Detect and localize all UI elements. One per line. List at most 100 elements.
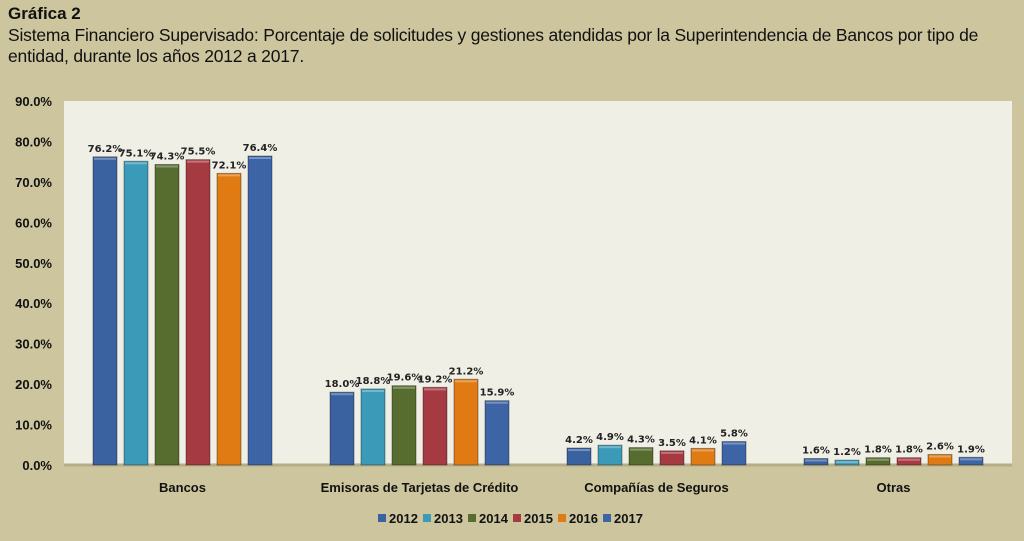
data-label: 72.1% — [212, 160, 247, 171]
bar-highlight — [929, 455, 951, 458]
bar-highlight — [424, 388, 446, 391]
chart-title: Gráfica 2 — [8, 4, 81, 23]
data-label: 1.9% — [957, 444, 985, 455]
bar-2016 — [690, 447, 716, 466]
legend-swatch-2014 — [468, 514, 476, 522]
bar-2012 — [803, 458, 829, 466]
bar-2015 — [185, 159, 211, 466]
x-category-label: Bancos — [159, 480, 206, 495]
bar-2016 — [216, 172, 242, 466]
legend-swatch-2017 — [603, 514, 611, 522]
legend-label: 2012 — [389, 511, 418, 526]
y-tick-label: 40.0% — [15, 296, 52, 311]
bar-highlight — [692, 449, 714, 452]
bar-highlight — [218, 174, 240, 177]
bar-highlight — [393, 386, 415, 389]
legend-swatch-2015 — [513, 514, 521, 522]
y-tick-label: 50.0% — [15, 256, 52, 271]
bar-highlight — [125, 162, 147, 165]
bar-2016 — [927, 453, 953, 466]
data-label: 1.6% — [802, 446, 830, 457]
data-label: 19.2% — [418, 374, 453, 385]
bar-highlight — [94, 157, 116, 160]
y-tick-label: 60.0% — [15, 215, 52, 230]
data-label: 74.3% — [150, 151, 185, 162]
y-tick-label: 30.0% — [15, 337, 52, 352]
bar-highlight — [249, 157, 271, 160]
bar-highlight — [568, 449, 590, 452]
data-label: 1.2% — [833, 447, 861, 458]
bar-highlight — [187, 160, 209, 163]
legend-label: 2014 — [479, 511, 509, 526]
y-tick-label: 80.0% — [15, 134, 52, 149]
bar-highlight — [661, 451, 683, 454]
legend-label: 2016 — [569, 511, 598, 526]
bar-highlight — [362, 389, 384, 392]
x-category-label: Compañías de Seguros — [584, 480, 728, 495]
bar-2014 — [865, 457, 891, 466]
bar-2012 — [92, 156, 118, 466]
bar-2014 — [154, 163, 180, 466]
y-tick-label: 70.0% — [15, 175, 52, 190]
data-label: 76.4% — [243, 143, 278, 154]
data-label: 19.6% — [387, 373, 422, 384]
data-label: 4.2% — [565, 435, 593, 446]
data-label: 5.8% — [720, 429, 748, 440]
bar-2013 — [360, 388, 386, 466]
data-label: 75.5% — [181, 147, 216, 158]
y-tick-label: 0.0% — [22, 458, 52, 473]
y-tick-label: 90.0% — [15, 94, 52, 109]
bar-2012 — [566, 447, 592, 466]
bar-2013 — [123, 160, 149, 466]
data-label: 4.1% — [689, 435, 717, 446]
data-label: 4.3% — [627, 435, 655, 446]
bar-highlight — [805, 459, 827, 462]
data-label: 18.0% — [325, 379, 360, 390]
bar-2015 — [422, 386, 448, 466]
bar-highlight — [836, 461, 858, 464]
bar-highlight — [867, 458, 889, 461]
bar-2014 — [391, 385, 417, 466]
bar-highlight — [960, 458, 982, 461]
bar-highlight — [331, 393, 353, 396]
bar-2017 — [958, 456, 984, 466]
bar-highlight — [455, 380, 477, 383]
legend-label: 2017 — [614, 511, 643, 526]
bar-2015 — [896, 457, 922, 466]
chart-subtitle: Sistema Financiero Supervisado: Porcenta… — [8, 25, 979, 66]
x-category-label: Otras — [877, 480, 911, 495]
data-label: 1.8% — [895, 445, 923, 456]
data-label: 18.8% — [356, 376, 391, 387]
bar-2014 — [628, 447, 654, 466]
data-label: 76.2% — [88, 144, 123, 155]
legend-label: 2015 — [524, 511, 553, 526]
data-label: 21.2% — [449, 366, 484, 377]
bar-highlight — [599, 446, 621, 449]
legend-swatch-2016 — [558, 514, 566, 522]
bar-2017 — [247, 155, 273, 466]
data-label: 15.9% — [480, 388, 515, 399]
data-label: 2.6% — [926, 441, 954, 452]
legend-swatch-2013 — [423, 514, 431, 522]
data-label: 4.9% — [596, 432, 624, 443]
bar-2015 — [659, 450, 685, 466]
bar-highlight — [156, 165, 178, 168]
legend-label: 2013 — [434, 511, 463, 526]
data-label: 3.5% — [658, 438, 686, 449]
bar-highlight — [630, 448, 652, 451]
bar-highlight — [898, 458, 920, 461]
bar-highlight — [723, 442, 745, 445]
bar-2017 — [484, 400, 510, 466]
data-label: 75.1% — [119, 148, 154, 159]
data-label: 1.8% — [864, 445, 892, 456]
bar-2016 — [453, 378, 479, 466]
bar-2012 — [329, 391, 355, 466]
bar-highlight — [486, 401, 508, 404]
bar-2017 — [721, 441, 747, 466]
x-category-label: Emisoras de Tarjetas de Crédito — [321, 480, 519, 495]
bar-2013 — [597, 444, 623, 466]
bar-2013 — [834, 459, 860, 466]
y-tick-label: 10.0% — [15, 418, 52, 433]
y-tick-label: 20.0% — [15, 377, 52, 392]
